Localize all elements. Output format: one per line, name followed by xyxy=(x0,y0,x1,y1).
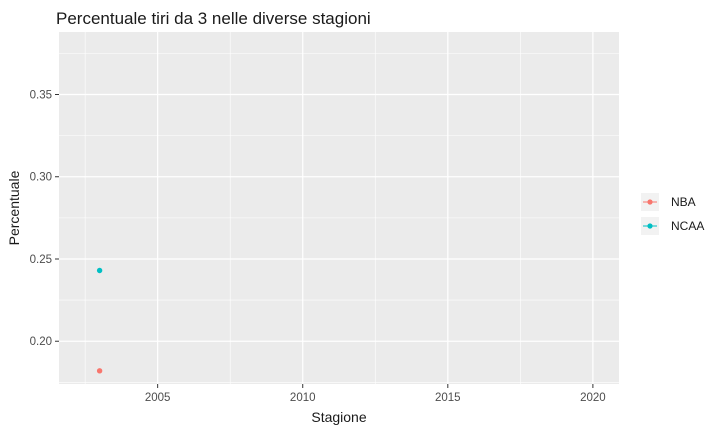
legend-label-ncaa: NCAA xyxy=(671,219,704,233)
x-axis: 2005 2010 2015 2020 xyxy=(145,384,606,404)
plot-panel xyxy=(59,32,619,384)
grid-major xyxy=(59,32,619,384)
y-tick-label: 0.35 xyxy=(30,90,52,102)
data-point-ncaa xyxy=(96,267,103,274)
data-points xyxy=(96,267,103,374)
y-axis: 0.20 0.25 0.30 0.35 xyxy=(30,90,59,348)
legend-key-nba xyxy=(647,199,653,205)
y-tick-label: 0.25 xyxy=(30,254,52,266)
legend-label-nba: NBA xyxy=(671,195,696,209)
y-tick-label: 0.20 xyxy=(30,336,52,348)
y-tick-label: 0.30 xyxy=(30,172,52,184)
x-tick-label: 2005 xyxy=(145,392,171,404)
x-axis-title: Stagione xyxy=(311,409,366,425)
legend-key-ncaa xyxy=(647,223,653,229)
legend: NBA NCAA xyxy=(641,193,704,235)
x-tick-label: 2020 xyxy=(580,392,606,404)
x-tick-label: 2015 xyxy=(435,392,461,404)
grid-minor xyxy=(59,32,619,384)
data-point-nba xyxy=(96,368,103,374)
x-tick-label: 2010 xyxy=(290,392,316,404)
y-axis-title: Percentuale xyxy=(6,170,22,245)
chart-title: Percentuale tiri da 3 nelle diverse stag… xyxy=(56,9,371,28)
